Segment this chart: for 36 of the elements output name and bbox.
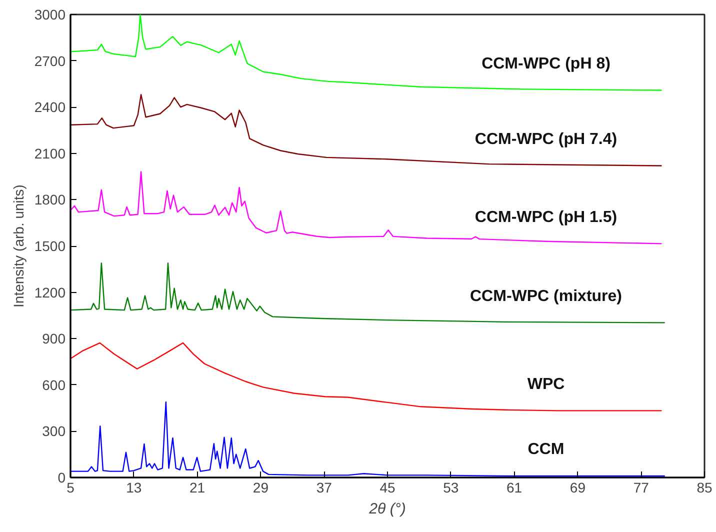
y-tick-label: 2400 [34, 99, 66, 116]
x-tick-label: 5 [66, 480, 75, 496]
y-tick-label: 3000 [34, 6, 66, 22]
series-label: WPC [527, 376, 566, 393]
y-axis-title: Intensity (arb. units) [10, 184, 26, 308]
series-label: CCM [528, 441, 564, 458]
x-tick-label: 61 [506, 480, 522, 496]
series-label: CCM-WPC (pH 7.4) [474, 131, 618, 148]
line-series [70, 342, 662, 412]
x-tick-label: 37 [316, 480, 332, 496]
line-series [70, 14, 662, 91]
y-tick-label: 900 [42, 330, 66, 347]
series-label: CCM-WPC (pH 8) [482, 56, 610, 73]
x-tick-label: 13 [126, 480, 142, 496]
x-tick-label: 53 [443, 480, 459, 496]
y-tick-label: 300 [42, 423, 66, 440]
y-tick-label: 1800 [34, 192, 66, 208]
y-tick-label: 1200 [34, 284, 66, 300]
x-tick-label: 29 [252, 480, 269, 496]
x-tick-label: 77 [633, 480, 650, 496]
line-series [70, 94, 662, 166]
x-tick-label: 21 [190, 480, 206, 496]
series-label: CCM-WPC (mixture) [470, 288, 622, 305]
y-tick-label: 0 [58, 470, 66, 486]
y-tick-label: 1500 [34, 238, 66, 254]
x-tick-label: 85 [696, 480, 712, 496]
series-label: CCM-WPC (pH 1.5) [474, 208, 618, 226]
line-series [70, 401, 666, 477]
x-tick-label: 45 [380, 480, 396, 496]
y-tick-label: 600 [42, 376, 66, 393]
y-tick-label: 2700 [34, 52, 66, 69]
y-tick-label: 2100 [34, 145, 66, 162]
x-axis-title: 2θ (°) [368, 500, 406, 518]
line-series [70, 262, 666, 324]
x-tick-label: 69 [570, 480, 586, 496]
line-series [70, 171, 662, 244]
